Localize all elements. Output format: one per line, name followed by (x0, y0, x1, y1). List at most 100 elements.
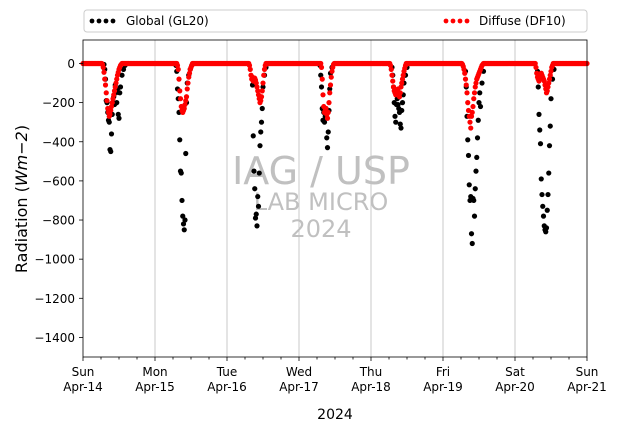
diffuse-point (323, 105, 329, 112)
diffuse-point (389, 72, 395, 78)
watermark-line3: 2024 (290, 215, 351, 243)
diffuse-point (183, 98, 189, 104)
diffuse-point (461, 66, 467, 72)
diffuse-point (548, 68, 554, 74)
x-tick-label-date: Apr-19 (423, 380, 463, 394)
global-point (392, 113, 398, 119)
watermark: IAG / USP LAB MICRO 2024 (232, 149, 410, 243)
diffuse-point (185, 80, 191, 86)
global-point (471, 213, 478, 219)
legend-label-diffuse: Diffuse (DF10) (479, 14, 566, 28)
global-point (183, 150, 189, 157)
diffuse-point (544, 88, 550, 94)
global-point (476, 100, 482, 106)
diffuse-point (467, 119, 473, 125)
x-tick-label-day: Wed (286, 365, 312, 379)
diffuse-point (462, 70, 468, 76)
global-point (546, 170, 552, 176)
global-point (180, 221, 187, 227)
global-point (178, 170, 184, 176)
global-point (540, 213, 547, 219)
diffuse-point (108, 107, 114, 114)
diffuse-point (469, 109, 475, 116)
diffuse-point (104, 98, 110, 104)
diffuse-point (255, 88, 261, 94)
global-point (546, 143, 553, 149)
diffuse-point (112, 84, 118, 90)
x-axis: SunApr-14MonApr-15TueApr-16WedApr-17ThuA… (63, 357, 607, 394)
global-point (399, 100, 406, 106)
global-point (469, 240, 475, 247)
global-point (327, 86, 333, 92)
diffuse-point (253, 80, 259, 86)
diffuse-point (329, 68, 335, 74)
diffuse-point (390, 78, 396, 84)
diffuse-point (111, 88, 118, 94)
y-axis-label-close: ) (12, 125, 31, 131)
global-point (397, 121, 403, 127)
global-point (324, 135, 330, 141)
global-point (536, 111, 542, 117)
diffuse-point (324, 115, 331, 121)
diffuse-point (387, 62, 394, 69)
global-point (547, 123, 553, 129)
x-tick-label-date: Apr-18 (351, 380, 391, 394)
diffuse-point (176, 76, 182, 82)
x-axis-label: 2024 (317, 407, 353, 423)
global-point (258, 129, 264, 135)
x-tick-label-day: Fri (436, 365, 450, 379)
y-tick-label: −1200 (34, 292, 75, 306)
diffuse-point (184, 86, 190, 92)
y-axis-label-unit: Wm−2 (12, 131, 31, 186)
global-point (318, 84, 325, 90)
global-point (398, 125, 404, 131)
y-axis-label-main: Radiation ( (12, 186, 31, 273)
diffuse-point (103, 90, 109, 96)
global-point (182, 217, 188, 223)
global-point (477, 90, 483, 96)
diffuse-point (111, 92, 117, 98)
diffuse-point (388, 66, 394, 72)
global-point (474, 135, 481, 141)
diffuse-point (328, 74, 334, 80)
global-point (259, 105, 265, 112)
global-point (538, 176, 544, 182)
global-point (540, 203, 546, 209)
diffuse-point (260, 80, 266, 86)
global-point (255, 193, 261, 200)
diffuse-point (471, 90, 478, 96)
diffuse-point (468, 125, 474, 131)
global-point (106, 119, 112, 125)
legend-label-global: Global (GL20) (126, 14, 209, 28)
global-point (180, 213, 186, 219)
diffuse-point (181, 105, 187, 112)
global-point (537, 141, 544, 147)
diffuse-point (462, 76, 469, 82)
y-axis-label: Radiation (Wm−2) (12, 125, 31, 273)
diffuse-point (545, 84, 551, 90)
x-tick-label-date: Apr-15 (135, 380, 175, 394)
y-tick-label: −800 (42, 214, 75, 228)
diffuse-point (318, 60, 324, 67)
global-point (250, 133, 256, 139)
y-tick-label: −1000 (34, 253, 75, 267)
diffuse-point (330, 61, 337, 68)
diffuse-point (471, 96, 477, 102)
global-point (324, 145, 331, 151)
global-point (119, 72, 125, 78)
global-point (543, 229, 549, 235)
diffuse-point (472, 84, 478, 90)
global-point (543, 225, 550, 231)
diffuse-point (175, 66, 181, 72)
global-point (252, 186, 258, 192)
diffuse-point (100, 64, 106, 70)
diffuse-point (320, 92, 326, 98)
global-point (395, 101, 401, 108)
legend-box (83, 9, 588, 33)
diffuse-point (183, 94, 190, 100)
global-point (257, 143, 263, 149)
global-point (471, 197, 477, 204)
diffuse-point (109, 100, 115, 106)
diffuse-point (470, 103, 476, 110)
global-point (537, 127, 543, 133)
